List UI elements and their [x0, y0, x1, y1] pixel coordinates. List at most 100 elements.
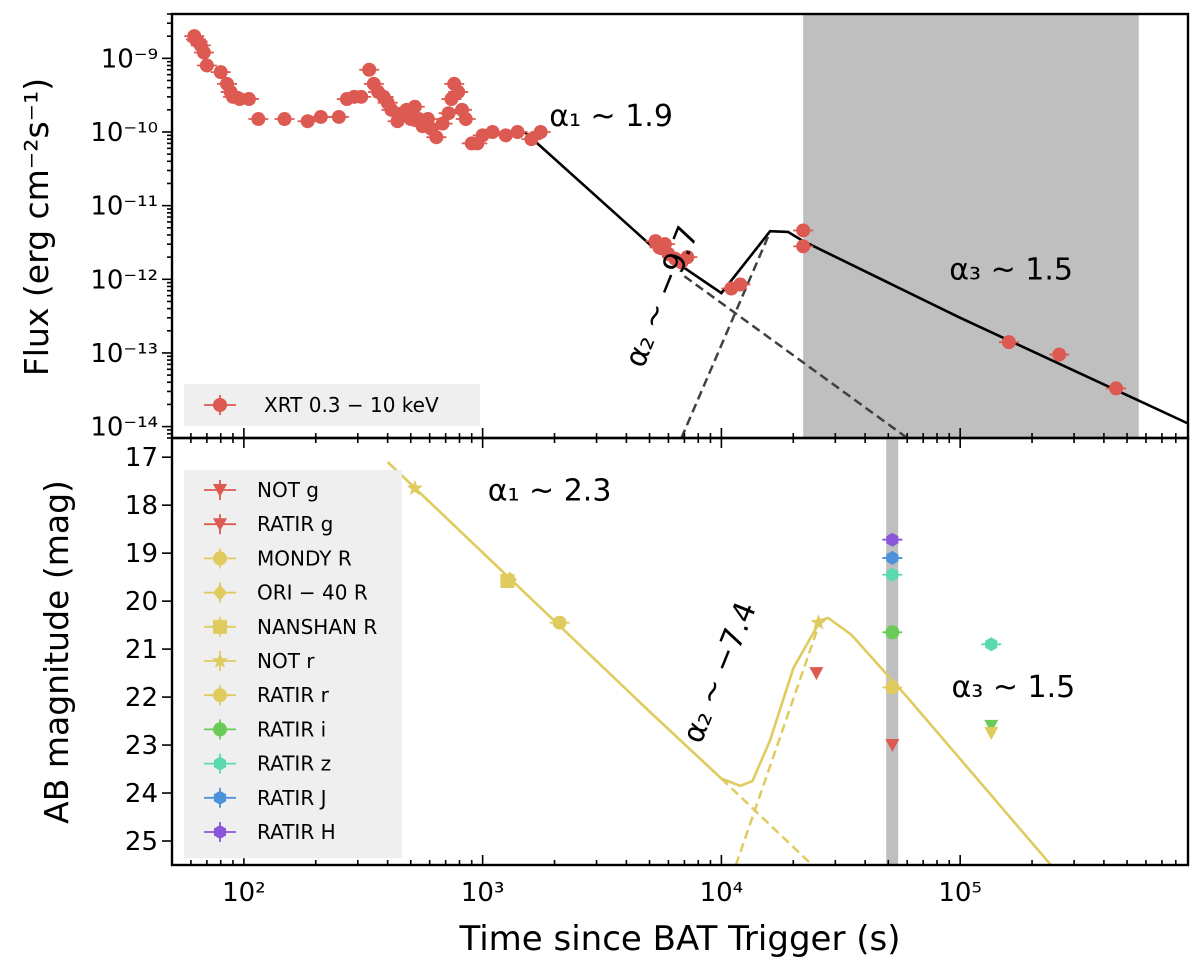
legend-marker	[213, 790, 227, 805]
legend-marker	[213, 619, 227, 634]
series-not-r	[406, 479, 827, 630]
data-point	[498, 128, 513, 143]
model-line-component-	[720, 777, 814, 865]
legend-marker	[213, 551, 227, 566]
legend-label: RATIR g	[257, 512, 333, 536]
data-point	[331, 109, 346, 124]
data-point	[984, 727, 999, 741]
legend-label: RATIR z	[257, 752, 331, 776]
y-tick-label: 10⁻¹²	[90, 265, 158, 295]
series-ratir-h	[882, 532, 903, 547]
data-point	[485, 124, 500, 139]
data-point	[886, 532, 899, 547]
legend-label: RATIR i	[257, 717, 326, 741]
legend: XRT 0.3 − 10 keV	[184, 384, 480, 426]
legend-label: NANSHAN R	[257, 615, 377, 639]
data-point	[362, 62, 377, 77]
data-point	[1109, 381, 1124, 396]
y-tick-label: 23	[125, 731, 158, 761]
series-xrt-0-3-10-kev	[184, 29, 1127, 396]
data-point	[313, 109, 328, 124]
data-point	[441, 106, 456, 121]
data-point	[199, 58, 214, 73]
data-point	[241, 92, 256, 107]
series-not-g	[809, 667, 824, 681]
data-point	[680, 250, 695, 265]
series-ratir-r	[882, 680, 903, 695]
data-point	[1001, 335, 1016, 350]
data-point	[885, 680, 900, 695]
series-ratir-j	[882, 550, 903, 565]
legend-label: RATIR H	[257, 820, 336, 844]
legend-marker	[213, 688, 227, 703]
data-point	[796, 239, 811, 254]
slope-annotation: α₁ ~ 1.9	[549, 99, 673, 134]
legend-label: NOT g	[257, 478, 319, 502]
y-tick-label: 17	[125, 443, 158, 473]
data-point	[251, 112, 266, 127]
data-point	[552, 615, 567, 630]
data-point	[354, 89, 369, 104]
model-line-component-	[734, 619, 822, 865]
x-ticks: 10² 10³ 10⁴ 10⁵	[171, 855, 1189, 908]
series-mondy-r	[549, 615, 570, 630]
shaded-band	[886, 438, 899, 865]
model-line-total-model	[386, 461, 1052, 865]
data-point	[885, 625, 900, 640]
plot-area	[386, 438, 1052, 865]
top-panel: 10⁻¹⁴ 10⁻¹³ 10⁻¹² 10⁻¹¹ 10⁻¹⁰ 10⁻⁹ α₁ ~ 1.9 α₃ …	[90, 12, 1190, 448]
slope-annotation: α₃ ~ 1.5	[952, 670, 1076, 705]
y-tick-label: 10⁻¹³	[90, 339, 158, 369]
model-line-component-	[683, 275, 908, 438]
slope-annotation: α₁ ~ 2.3	[488, 473, 612, 508]
data-point	[885, 739, 900, 753]
series-nanshan-r	[500, 573, 515, 588]
y-tick-label: 10⁻¹⁴	[90, 413, 158, 443]
bottom-y-axis-label: AB magnitude (mag)	[37, 480, 76, 824]
legend-marker	[213, 756, 227, 771]
legend-label: XRT 0.3 − 10 keV	[264, 393, 439, 417]
data-point	[809, 667, 824, 681]
data-point	[500, 573, 515, 588]
y-tick-label: 10⁻⁹	[101, 44, 158, 74]
data-point	[810, 614, 827, 630]
legend-label: RATIR r	[257, 683, 330, 707]
y-ticks: 10⁻¹⁴ 10⁻¹³ 10⁻¹² 10⁻¹¹ 10⁻¹⁰ 10⁻⁹	[90, 13, 172, 443]
data-point	[451, 84, 466, 99]
data-point	[1052, 347, 1067, 362]
data-point	[886, 567, 899, 582]
data-point	[435, 116, 450, 131]
slope-annotation: α₂ ~ −7.4	[676, 597, 764, 748]
plot-area	[184, 14, 1188, 438]
legend-marker	[211, 652, 229, 668]
legend-label: NOT r	[257, 649, 315, 673]
data-point	[196, 45, 211, 60]
series-ratir-g	[885, 739, 900, 753]
legend-label: ORI − 40 R	[257, 581, 368, 605]
y-tick-label: 25	[125, 827, 158, 857]
data-point	[985, 637, 998, 652]
top-y-axis-label: Flux (erg cm⁻²s⁻¹)	[17, 78, 56, 376]
legend: NOT g RATIR g MONDY R ORI − 40 R NANSHAN R NO…	[184, 470, 402, 859]
y-tick-label: 24	[125, 779, 158, 809]
legend-marker	[213, 518, 227, 532]
legend-marker	[213, 584, 227, 601]
legend-marker	[213, 484, 227, 497]
data-point	[213, 65, 228, 80]
series-ratir-z	[882, 567, 1002, 652]
y-tick-label: 21	[125, 635, 158, 665]
data-point	[407, 99, 422, 114]
data-point	[406, 479, 423, 496]
legend-marker	[213, 722, 227, 737]
model-line-component-	[680, 231, 772, 438]
x-tick-label: 10²	[222, 878, 266, 908]
data-point	[886, 550, 899, 565]
data-point	[533, 124, 548, 139]
data-point	[984, 719, 999, 733]
series-upper-limits-day-1-5-r-	[984, 727, 999, 741]
data-point	[733, 277, 748, 292]
y-ticks: 17 18 19 20 21 22 23 24 25	[125, 443, 172, 857]
x-tick-label: 10⁴	[700, 878, 744, 908]
data-point	[277, 112, 292, 127]
